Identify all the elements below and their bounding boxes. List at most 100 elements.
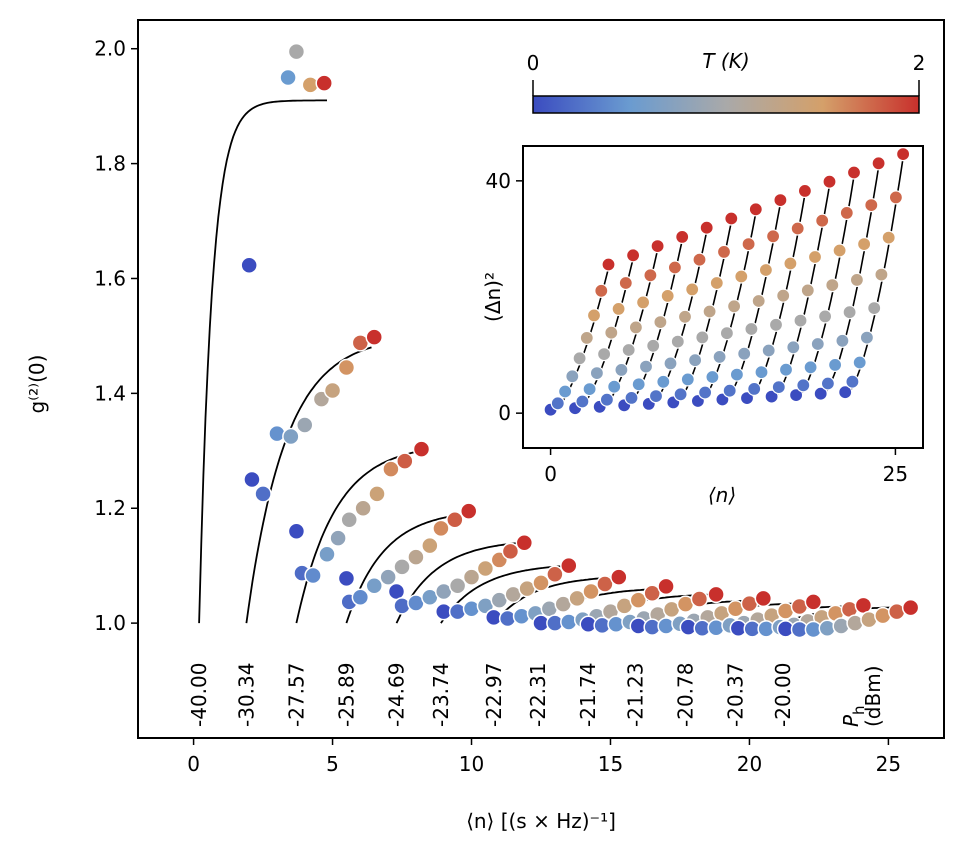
data-point [582, 582, 600, 601]
inset-data-point [817, 309, 833, 324]
data-point [279, 68, 297, 87]
inset-data-point [680, 372, 695, 387]
main-data-points [240, 42, 920, 639]
inset-data-point [638, 359, 654, 374]
inset-data-point [663, 356, 678, 371]
data-point [323, 381, 342, 400]
inset-y-tick-label: 0 [498, 401, 511, 425]
data-point [354, 499, 372, 517]
inset-data-point [673, 387, 688, 402]
inset-data-point [864, 198, 879, 213]
inset-data-point [618, 275, 633, 291]
y-tick-label: 1.0 [94, 611, 126, 635]
data-point [804, 593, 823, 611]
inset-data-point [625, 248, 641, 263]
inset-data-point [737, 346, 752, 361]
inset-data-point [856, 237, 872, 252]
inset-data-point [747, 381, 762, 396]
inset-data-point [579, 330, 594, 345]
inset-data-point [675, 229, 690, 244]
data-point [254, 485, 272, 503]
inset-data-point [751, 293, 766, 309]
inset-data-point [604, 325, 619, 340]
x-tick-label: 10 [459, 752, 484, 776]
inset-data-point [815, 213, 830, 228]
data-point [287, 42, 306, 61]
inset-data-point [867, 301, 882, 316]
inset-data-point [726, 299, 742, 314]
inset-data-point [846, 165, 862, 180]
x-tick-label: 25 [876, 752, 901, 776]
inset-data-point [778, 362, 794, 377]
power-label: -23.74 [429, 663, 453, 727]
inset-data-point [635, 295, 651, 310]
data-point [707, 585, 725, 604]
main-axes-frame [137, 19, 945, 739]
inset-data-point [849, 272, 865, 287]
data-point [754, 589, 773, 608]
inset-data-point [724, 211, 739, 226]
inset-data-point [786, 340, 801, 355]
data-point [329, 529, 347, 547]
inset-data-point [614, 362, 629, 377]
x-axis-label: ⟨n⟩ [(s × Hz)⁻¹] [466, 809, 616, 833]
data-point [412, 440, 431, 458]
inset-data-point [845, 374, 860, 389]
inset-x-tick-label: 25 [883, 462, 908, 486]
power-label: -30.34 [234, 663, 258, 727]
data-point [462, 568, 481, 586]
inset-data-point [575, 394, 590, 409]
inset-data-points [543, 147, 911, 417]
data-point [282, 427, 300, 446]
data-point [379, 568, 397, 586]
colorbar-min-label: 0 [527, 51, 540, 75]
inset-x-axis-label: ⟨n⟩ [708, 483, 736, 507]
data-point [629, 591, 648, 609]
inset-data-point [643, 268, 658, 283]
data-point [318, 545, 336, 563]
inset-data-point [611, 301, 626, 316]
data-point [287, 522, 306, 540]
data-point [690, 590, 709, 608]
inset-data-point [697, 385, 713, 400]
fit-curve [440, 564, 569, 624]
power-label: -24.69 [385, 663, 409, 727]
data-point [407, 548, 425, 566]
power-label-text: -30.34 [234, 663, 258, 727]
data-point [854, 596, 873, 615]
power-label-text: -22.97 [482, 663, 506, 727]
data-point [340, 510, 358, 529]
data-point [448, 577, 467, 595]
data-point [351, 588, 370, 607]
power-label: -40.00 [187, 663, 211, 727]
inset-data-point [771, 380, 786, 395]
data-point [365, 328, 383, 346]
data-point [568, 589, 586, 608]
data-point [243, 470, 261, 489]
inset-data-point [741, 237, 756, 252]
data-point [315, 74, 333, 92]
inset-data-point [716, 244, 732, 259]
y-axis-label: g⁽²⁾(0) [25, 355, 49, 414]
inset-data-point [765, 229, 781, 244]
inset-data-point [796, 378, 811, 393]
power-label-text: -20.37 [724, 663, 748, 727]
inset-data-point [695, 330, 710, 345]
inset-data-point [705, 369, 720, 385]
y-tick-label: 1.4 [94, 381, 126, 405]
inset-data-point [764, 389, 779, 404]
power-labels: -40.00 -30.34 -27.57 -25.89 -24.69 -23.74 -22.… [187, 663, 795, 727]
fit-curve [345, 513, 467, 624]
inset-data-point [550, 396, 565, 411]
inset-data-point [687, 353, 703, 368]
inset-data-point [734, 269, 749, 284]
inset-data-point [783, 256, 798, 271]
inset-data-point [596, 347, 612, 362]
inset-data-point [670, 334, 685, 349]
data-point [432, 519, 450, 538]
inset: 0 25 0 40 ⟨n⟩ (Δn)² [481, 145, 924, 507]
inset-data-point [813, 386, 828, 401]
inset-data-point [871, 156, 886, 171]
inset-data-point [660, 288, 675, 303]
